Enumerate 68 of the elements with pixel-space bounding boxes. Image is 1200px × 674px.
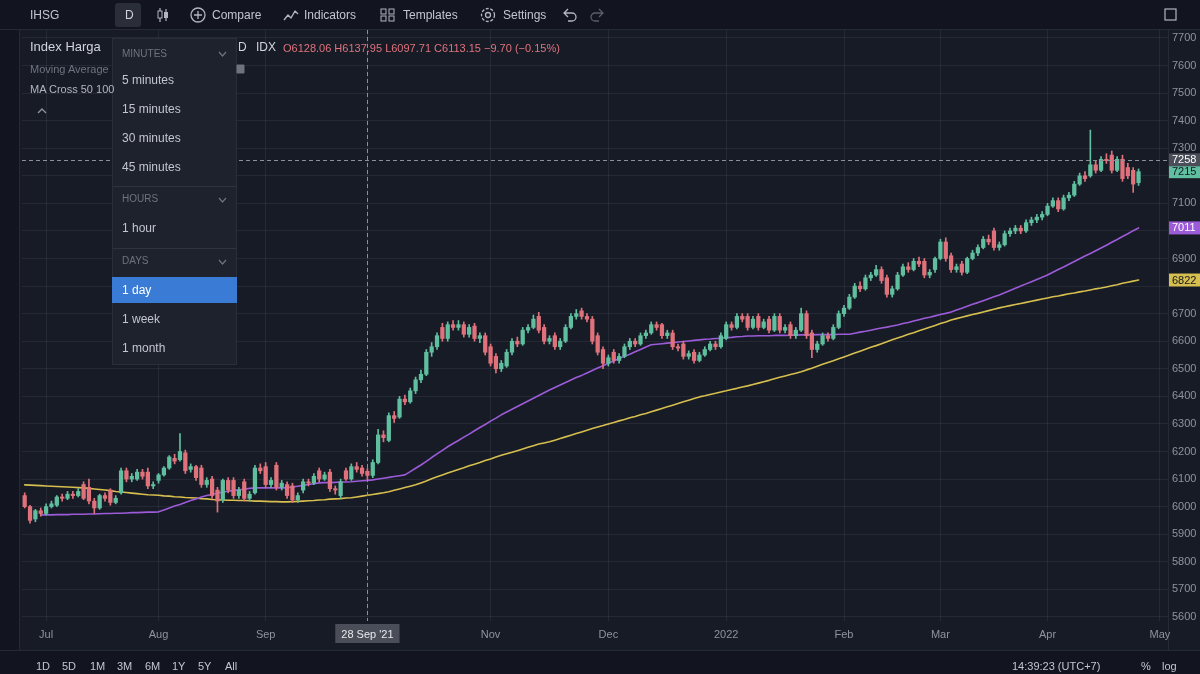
- y-tick-label: 6000: [1172, 499, 1197, 512]
- text: 1Y: [172, 659, 186, 673]
- annotation: IDX: [256, 40, 277, 54]
- y-tick-label: 7300: [1172, 141, 1197, 154]
- y-tick-label: 6200: [1172, 444, 1197, 457]
- text: Index Harga: [30, 39, 101, 54]
- text: 6M: [145, 659, 161, 673]
- annotation: 7011: [1172, 221, 1196, 234]
- y-tick-label: 5600: [1172, 609, 1197, 622]
- y-tick-label: 7500: [1172, 86, 1197, 99]
- y-tick-label: 6600: [1172, 334, 1197, 347]
- x-tick-label: Sep: [255, 627, 276, 640]
- text: 5D: [62, 659, 77, 673]
- annotation: 45 minutes: [122, 160, 181, 174]
- annotation: 1 month: [122, 341, 166, 355]
- x-tick-label: Nov: [480, 627, 501, 640]
- text: IHSG: [30, 8, 60, 22]
- annotation: DAYS: [122, 254, 149, 268]
- annotation: 6822: [1172, 273, 1197, 286]
- x-tick-label: 2022: [713, 627, 739, 640]
- y-tick-label: 6500: [1172, 361, 1197, 374]
- x-tick-label: Dec: [598, 627, 619, 640]
- annotation: HOURS: [122, 192, 159, 206]
- y-tick-label: 7400: [1172, 113, 1197, 126]
- y-tick-label: 6300: [1172, 416, 1197, 429]
- annotation: 1 hour: [122, 221, 157, 235]
- text: Templates: [403, 8, 458, 22]
- text: %: [1141, 659, 1151, 673]
- annotation: O6128.06 H6137.95 L6097.71 C6113.15 −9.70 (−0.15%): [283, 41, 560, 55]
- x-tick-label: May: [1149, 627, 1171, 640]
- x-tick-label: Jul: [39, 627, 54, 640]
- x-tick-label: Mar: [930, 627, 951, 640]
- x-tick-label: 28 Sep '21: [341, 627, 394, 640]
- annotation: 1 day: [122, 283, 152, 297]
- y-tick-label: 5800: [1172, 554, 1197, 567]
- annotation: Moving Average: [30, 62, 109, 76]
- x-tick-label: Apr: [1038, 627, 1057, 640]
- annotation: 30 minutes: [122, 131, 181, 145]
- text: 3M: [117, 659, 133, 673]
- x-tick-label: Aug: [148, 627, 169, 640]
- y-tick-label: 6900: [1172, 251, 1197, 264]
- annotation: 15 minutes: [122, 102, 181, 116]
- text: 1D: [36, 659, 51, 673]
- text: log: [1162, 659, 1177, 673]
- text: 5Y: [198, 659, 212, 673]
- y-tick-label: 7700: [1172, 31, 1197, 44]
- y-tick-label: 6700: [1172, 306, 1197, 319]
- text: All: [225, 659, 238, 673]
- ref-line-label: 7258: [1172, 153, 1197, 166]
- annotation: 7215: [1172, 165, 1197, 178]
- text: Settings: [503, 8, 547, 22]
- text: 14:39:23 (UTC+7): [1012, 659, 1101, 673]
- annotation: D: [238, 40, 247, 54]
- annotation: MA Cross 50 100: [30, 82, 115, 96]
- y-tick-label: 5700: [1172, 582, 1197, 595]
- y-tick-label: 6400: [1172, 389, 1197, 402]
- annotation: MINUTES: [122, 47, 167, 61]
- text: 1M: [90, 659, 106, 673]
- text: Indicators: [304, 8, 357, 22]
- y-tick-label: 7100: [1172, 196, 1197, 209]
- annotation: 1 week: [122, 312, 161, 326]
- text: Compare: [212, 8, 262, 22]
- text: D: [125, 8, 134, 22]
- x-tick-label: Feb: [834, 627, 854, 640]
- y-tick-label: 6100: [1172, 472, 1197, 485]
- annotation: 5 minutes: [122, 73, 175, 87]
- y-tick-label: 5900: [1172, 527, 1197, 540]
- y-tick-label: 7600: [1172, 58, 1197, 71]
